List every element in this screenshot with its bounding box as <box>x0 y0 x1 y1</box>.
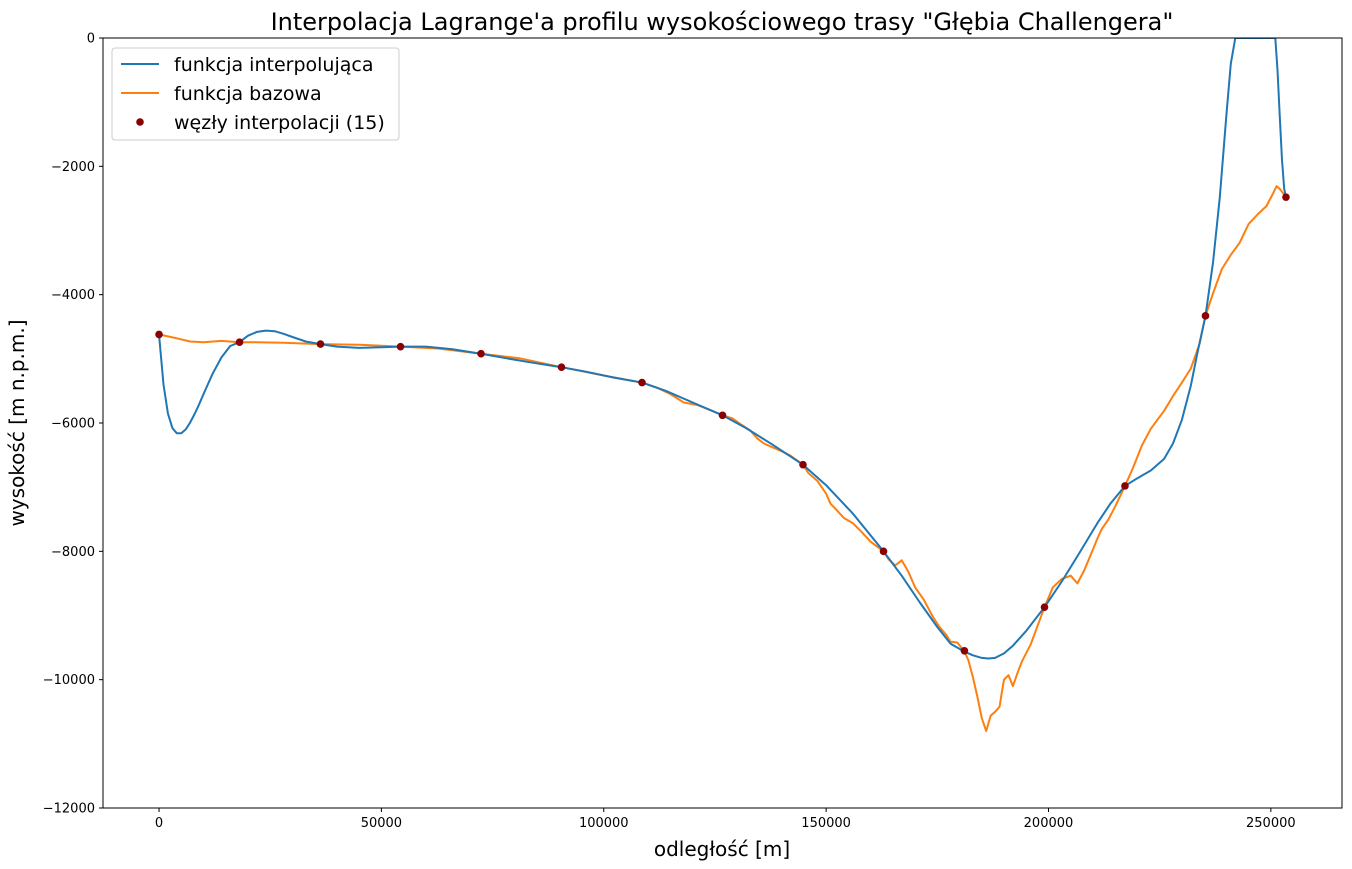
interpolating-function-line <box>158 38 1287 660</box>
y-tick-label: −6000 <box>51 417 95 432</box>
legend-interpolating-function-label: funkcja interpolująca <box>174 54 373 76</box>
y-axis-title: wysokość [m n.p.m.] <box>5 319 29 526</box>
interpolation-node-point <box>477 349 485 358</box>
legend-base-function-label: funkcja bazowa <box>174 83 322 105</box>
interpolation-node-point <box>1282 193 1290 201</box>
y-tick-label: 0 <box>87 32 95 47</box>
x-axis-title: odległość [m] <box>654 837 790 861</box>
legend-interpolation-nodes-label: węzły interpolacji (15) <box>174 112 385 134</box>
interpolation-node-point <box>960 646 969 655</box>
interpolation-node-point <box>1040 603 1049 611</box>
interpolation-node-point <box>235 338 244 346</box>
interpolation-node-point <box>1201 312 1210 320</box>
interpolation-node-point <box>879 547 888 556</box>
x-tick-label: 150000 <box>801 816 851 831</box>
legend-interpolation-nodes-swatch <box>136 118 144 126</box>
x-tick-label: 200000 <box>1024 816 1074 831</box>
y-tick-label: −8000 <box>51 545 95 560</box>
x-tick-label: 250000 <box>1246 816 1296 831</box>
chart-title: Interpolacja Lagrange'a profilu wysokośc… <box>271 8 1174 36</box>
interpolation-node-point <box>1121 482 1129 490</box>
y-tick-label: −12000 <box>43 802 95 817</box>
interpolation-node-point <box>557 363 566 371</box>
y-tick-label: −4000 <box>51 288 95 303</box>
interpolation-node-point <box>718 411 727 420</box>
base-function-line <box>158 185 1287 732</box>
interpolation-node-point <box>316 340 325 348</box>
legend: funkcja interpolująca funkcja bazowa węzły… <box>111 47 400 141</box>
y-tick-label: −10000 <box>43 673 95 688</box>
x-tick-label: 100000 <box>579 816 629 831</box>
interpolation-node-point <box>638 378 646 387</box>
x-tick-label: 50000 <box>361 816 402 831</box>
interpolation-node-point <box>396 342 405 351</box>
interpolation-node-point <box>799 460 807 469</box>
x-tick-label: 0 <box>155 816 163 831</box>
y-tick-label: −2000 <box>51 160 95 175</box>
legend-box <box>111 47 400 141</box>
interpolation-node-point <box>155 330 163 339</box>
